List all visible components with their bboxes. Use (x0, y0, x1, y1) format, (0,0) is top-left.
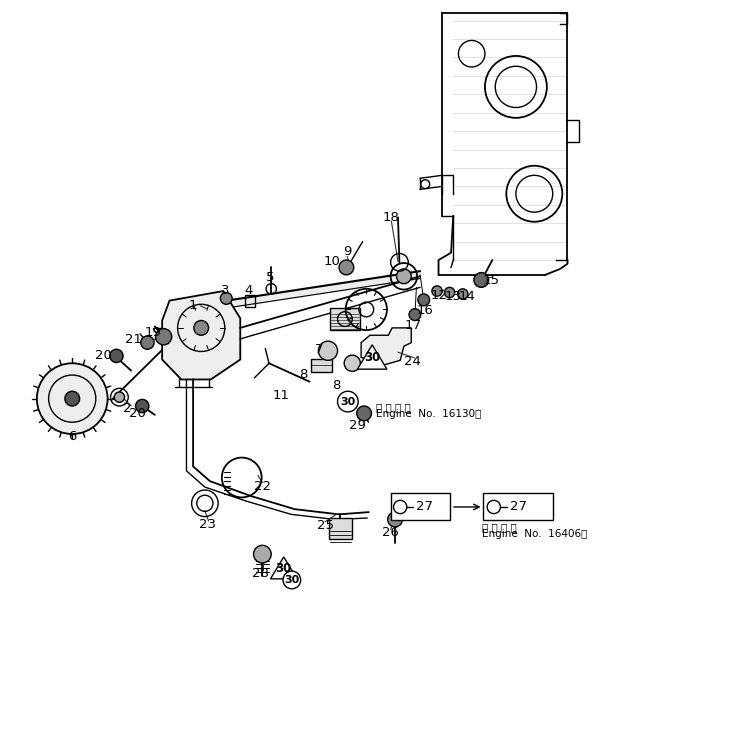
Circle shape (432, 286, 442, 296)
Text: 適 用 号 機: 適 用 号 機 (376, 401, 411, 412)
Circle shape (397, 269, 411, 284)
Text: 10: 10 (324, 255, 340, 268)
Text: 20: 20 (129, 407, 145, 420)
Text: 30: 30 (284, 575, 299, 585)
Circle shape (114, 392, 125, 402)
Bar (330, 308, 360, 330)
Text: 20: 20 (96, 349, 112, 361)
Polygon shape (270, 557, 297, 579)
Circle shape (474, 273, 489, 287)
Text: 24: 24 (405, 355, 421, 368)
Circle shape (254, 545, 271, 563)
Circle shape (388, 512, 402, 527)
Text: 18: 18 (383, 211, 399, 224)
Text: 25: 25 (316, 519, 334, 532)
Text: 23: 23 (198, 518, 216, 531)
Text: 17: 17 (404, 319, 422, 332)
Text: 30: 30 (364, 351, 380, 364)
Text: 21: 21 (125, 333, 142, 346)
Circle shape (318, 341, 338, 361)
Circle shape (110, 349, 123, 363)
Circle shape (418, 294, 430, 305)
Circle shape (37, 364, 108, 434)
Text: 6: 6 (68, 429, 77, 443)
Circle shape (357, 406, 371, 421)
Text: 15: 15 (482, 274, 500, 287)
Circle shape (65, 392, 80, 406)
Polygon shape (361, 328, 411, 364)
Text: 適 用 号 機: 適 用 号 機 (482, 522, 517, 532)
Circle shape (220, 293, 232, 305)
Text: 8: 8 (298, 368, 307, 381)
Text: 11: 11 (272, 389, 290, 402)
Text: 14: 14 (459, 290, 475, 303)
Text: 3: 3 (220, 284, 229, 297)
Circle shape (409, 308, 421, 321)
Text: 30: 30 (276, 562, 292, 575)
Text: 5: 5 (266, 271, 275, 284)
Bar (329, 518, 352, 539)
Text: 2: 2 (122, 402, 131, 416)
Text: Engine  No.  16130～: Engine No. 16130～ (376, 409, 481, 419)
Text: 27: 27 (510, 500, 527, 513)
Bar (391, 493, 450, 520)
Text: 13: 13 (444, 290, 462, 303)
Text: 9: 9 (343, 245, 352, 258)
Text: 7: 7 (315, 343, 324, 357)
Text: 27: 27 (416, 500, 433, 513)
Circle shape (156, 329, 172, 345)
Text: 26: 26 (383, 526, 399, 539)
Circle shape (458, 289, 468, 299)
Circle shape (136, 399, 149, 413)
Text: 22: 22 (254, 480, 271, 493)
Text: 16: 16 (416, 305, 433, 318)
Circle shape (141, 336, 154, 349)
Text: 4: 4 (244, 284, 253, 297)
Bar (311, 359, 332, 372)
Text: Engine  No.  16406～: Engine No. 16406～ (482, 529, 587, 539)
Circle shape (339, 260, 354, 275)
Text: 19: 19 (145, 326, 161, 339)
Text: 12: 12 (430, 289, 448, 302)
Polygon shape (162, 291, 240, 380)
Circle shape (344, 355, 360, 371)
Circle shape (283, 571, 301, 589)
Circle shape (194, 321, 209, 335)
Text: 30: 30 (340, 397, 355, 407)
Circle shape (338, 392, 358, 412)
Text: 28: 28 (252, 567, 268, 580)
Text: 8: 8 (332, 379, 341, 392)
Bar (245, 296, 255, 306)
Circle shape (444, 287, 455, 298)
Text: 1: 1 (189, 299, 198, 312)
Text: 29: 29 (349, 419, 366, 432)
Polygon shape (357, 345, 387, 369)
Bar (483, 493, 553, 520)
